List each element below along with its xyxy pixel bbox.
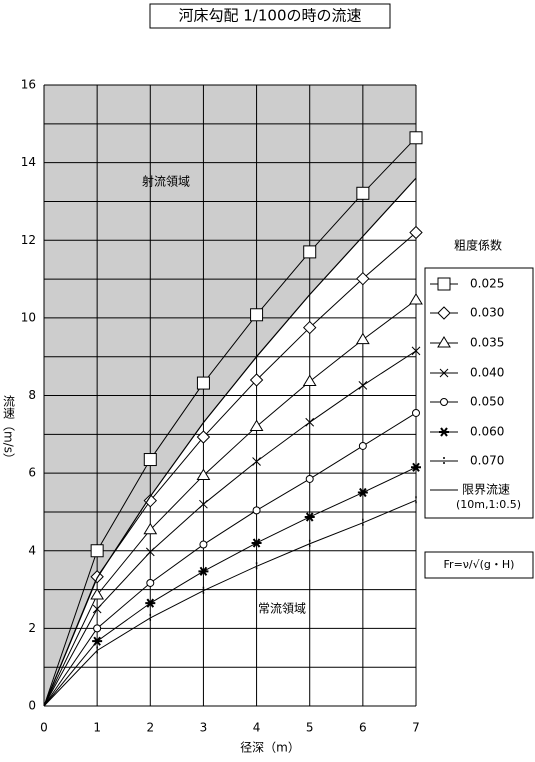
series-line [43,466,417,707]
marker [90,544,104,558]
marker [252,506,261,515]
marker [356,271,370,286]
marker [355,332,370,345]
marker [303,320,317,335]
series-line [43,499,417,707]
legend-label: 0.030 [470,306,504,320]
plot [43,84,417,707]
x-tick-label: 4 [253,721,261,735]
y-tick-label: 16 [21,78,36,92]
y-tick-label: 10 [21,310,36,324]
marker [411,462,421,472]
formula-box [424,551,534,579]
marker [356,186,370,200]
y-tick-label: 0 [28,699,36,713]
x-tick-label: 6 [359,721,367,735]
marker [249,373,264,387]
legend-marker [437,336,451,348]
marker [409,225,423,240]
x-tick-label: 5 [306,721,314,735]
marker [145,547,155,557]
y-tick-label: 6 [28,466,36,480]
marker [198,566,209,576]
legend-label: 0.060 [470,425,504,439]
marker [92,636,103,646]
marker [196,376,210,390]
marker [303,245,317,259]
region-label: 射流領域 [142,174,190,189]
formula: Fr=ν/√(g・H) [444,558,515,571]
marker [146,578,155,587]
x-tick-label: 3 [200,721,208,735]
marker [409,293,423,305]
y-tick-label: 2 [28,621,36,635]
legend-label: 0.035 [470,336,504,350]
marker [358,381,368,390]
series [43,346,421,707]
marker [250,308,264,322]
series [43,462,421,707]
marker [409,131,423,145]
x-tick-label: 1 [93,721,101,735]
y-tick-label: 8 [28,388,36,402]
marker [358,441,367,450]
legend-label: 限界流速 [462,483,510,497]
series-line [43,177,417,707]
y-tick-label: 14 [21,155,36,169]
marker [90,588,105,600]
marker [199,540,208,549]
legend-label: 0.070 [470,454,504,468]
x-axis-label: 径深（m） [240,741,300,755]
region-label: 常流領域 [258,601,306,616]
marker [199,499,208,509]
marker [196,430,211,444]
marker [305,417,315,427]
marker [145,598,156,608]
series-line [43,350,417,707]
marker [143,522,158,535]
marker [302,374,317,387]
series-line [43,412,417,707]
x-tick-label: 7 [412,721,420,735]
legend-title: 粗度係数 [454,238,502,253]
marker [252,457,261,466]
marker [305,474,314,483]
series [43,496,417,707]
title-box [149,3,391,29]
marker [143,453,157,467]
legend-marker [440,398,448,406]
marker [304,512,315,522]
legend-marker [437,277,451,291]
series-line [43,299,417,707]
legend-marker [439,427,449,437]
marker [92,604,102,614]
legend-marker [439,368,449,378]
series [43,131,423,707]
y-tick-label: 12 [21,233,36,247]
marker [357,487,368,498]
chart-title: 河床勾配 1/100の時の流速 [179,7,362,25]
marker [249,419,264,432]
legend-note: (10m,1:0.5) [456,498,521,511]
marker [251,538,262,548]
legend-marker [437,306,451,320]
marker [196,468,211,480]
y-tick-label: 4 [28,543,36,557]
series [43,293,423,707]
series-line [43,137,417,707]
marker [143,493,157,508]
legend-label: 0.025 [470,277,504,291]
marker [93,624,102,633]
series [43,408,420,707]
marker [411,346,421,356]
marker [412,408,420,417]
legend-label: 0.040 [470,366,504,380]
x-tick-label: 0 [40,721,48,735]
x-tick-label: 2 [146,721,154,735]
y-axis-label: 流速（m/s） [2,395,16,465]
legend-label: 0.050 [470,395,504,409]
series [43,177,417,707]
